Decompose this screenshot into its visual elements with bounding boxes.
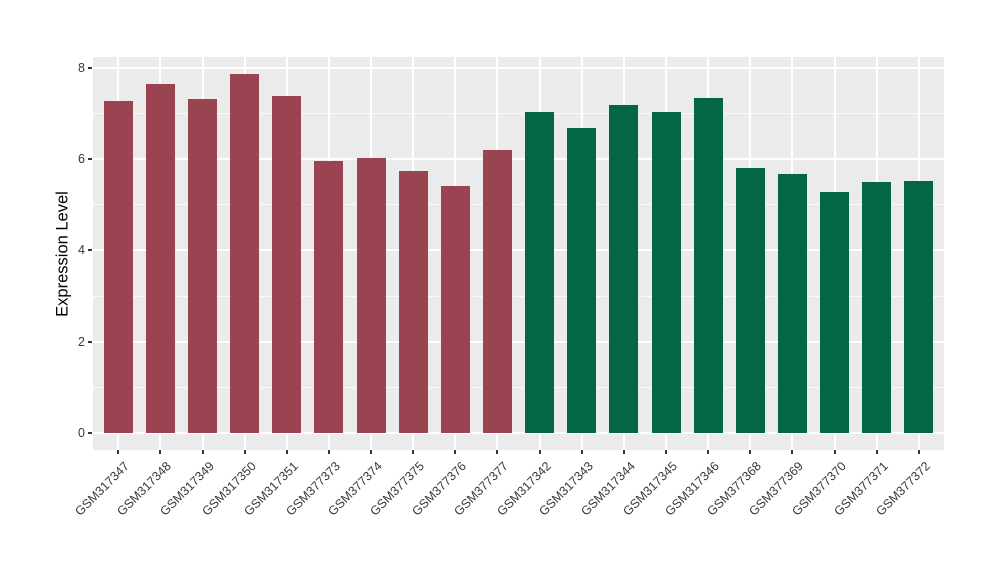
y-tick-label: 0 — [78, 426, 85, 441]
x-tick-mark — [201, 450, 204, 454]
y-tick-mark — [88, 157, 92, 160]
bar — [820, 192, 849, 434]
x-tick-mark — [117, 450, 120, 454]
bar — [103, 101, 133, 434]
x-tick-mark — [875, 450, 878, 454]
bar — [314, 161, 344, 434]
bar — [356, 157, 386, 434]
bar — [525, 111, 555, 434]
y-tick-label: 2 — [78, 334, 85, 349]
x-tick-mark — [707, 450, 710, 454]
x-tick-mark — [665, 450, 667, 454]
bar — [230, 74, 260, 434]
gridline-major — [93, 432, 944, 435]
x-tick-mark — [370, 450, 372, 454]
x-tick-mark — [243, 450, 246, 454]
x-tick-mark — [454, 450, 457, 454]
bar — [904, 180, 934, 434]
y-tick-mark — [88, 66, 92, 69]
x-tick-mark — [791, 450, 794, 454]
x-tick-mark — [327, 450, 330, 454]
bar — [440, 186, 470, 434]
y-tick-label: 4 — [78, 243, 85, 258]
bar — [862, 181, 892, 434]
x-tick-mark — [917, 450, 920, 454]
bar — [482, 150, 512, 434]
y-tick-mark — [88, 432, 92, 435]
plot-panel — [93, 57, 944, 450]
gridline-minor — [93, 295, 944, 297]
bar — [651, 111, 681, 434]
x-tick-mark — [580, 450, 583, 454]
gridline-major — [93, 157, 944, 160]
x-tick-mark — [285, 450, 288, 454]
x-tick-mark — [496, 450, 499, 454]
y-tick-label: 8 — [78, 60, 85, 75]
gridline-minor — [93, 112, 944, 114]
gridline-major — [93, 340, 944, 343]
bar — [777, 173, 807, 434]
bar — [145, 84, 175, 434]
y-tick-label: 6 — [78, 151, 85, 166]
bar — [609, 105, 639, 434]
gridline-major — [93, 249, 944, 252]
bar — [398, 171, 428, 433]
bar — [272, 95, 302, 433]
y-tick-mark — [88, 340, 92, 343]
gridline-minor — [93, 204, 944, 206]
x-tick-mark — [412, 450, 415, 454]
y-tick-mark — [88, 249, 92, 252]
bar — [567, 128, 597, 434]
x-tick-mark — [538, 450, 541, 454]
bar — [693, 97, 723, 434]
x-tick-mark — [159, 450, 162, 454]
gridline-minor — [93, 386, 944, 388]
x-tick-mark — [622, 450, 625, 454]
bar — [735, 167, 765, 434]
bar — [188, 99, 217, 434]
x-tick-mark — [749, 450, 752, 454]
x-tick-mark — [833, 450, 836, 454]
gridline-major — [93, 66, 944, 69]
